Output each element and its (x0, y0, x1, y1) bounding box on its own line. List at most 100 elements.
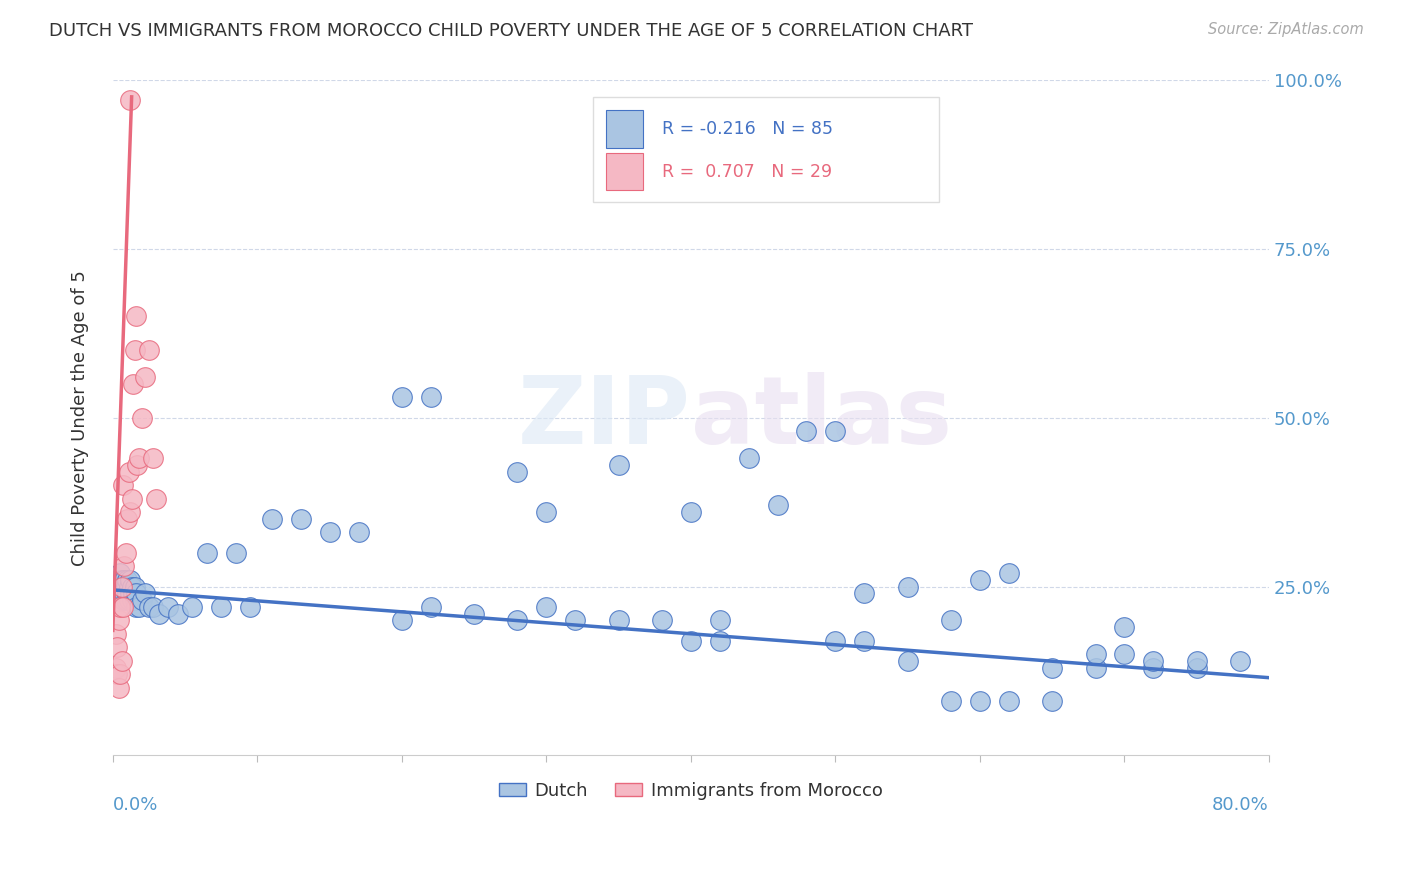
FancyBboxPatch shape (606, 153, 644, 190)
Point (1114, 647, 1136, 661)
Point (290, 512, 312, 526)
Text: R =  0.707   N = 29: R = 0.707 N = 29 (662, 163, 832, 181)
Point (117, 512, 139, 526)
Point (1040, 694, 1063, 708)
Legend: Dutch, Immigrants from Morocco: Dutch, Immigrants from Morocco (491, 774, 890, 807)
Point (209, 599, 232, 614)
Point (419, 391, 441, 405)
Point (897, 654, 920, 668)
Point (128, 599, 150, 614)
Text: 80.0%: 80.0% (1212, 796, 1270, 814)
Point (125, 310, 148, 324)
Point (939, 613, 962, 627)
Point (709, 633, 731, 648)
Point (121, 580, 143, 594)
Point (607, 458, 630, 472)
Point (134, 586, 156, 600)
Point (142, 599, 165, 614)
Point (124, 580, 146, 594)
Point (796, 424, 818, 438)
Point (111, 599, 134, 614)
Point (998, 694, 1021, 708)
Point (112, 573, 135, 587)
Point (108, 599, 131, 614)
Point (115, 580, 138, 594)
Point (105, 640, 128, 655)
Point (536, 599, 558, 614)
Point (105, 573, 128, 587)
Point (1084, 647, 1107, 661)
Point (156, 599, 179, 614)
Point (260, 512, 283, 526)
Point (1040, 660, 1063, 674)
Point (107, 586, 129, 600)
Point (969, 573, 991, 587)
Point (145, 491, 167, 506)
Point (104, 660, 127, 674)
Point (110, 586, 132, 600)
Point (824, 424, 846, 438)
Point (117, 586, 139, 600)
Text: R = -0.216   N = 85: R = -0.216 N = 85 (662, 120, 832, 138)
Point (1185, 654, 1208, 668)
Point (111, 593, 134, 607)
Point (117, 573, 139, 587)
Point (112, 559, 135, 574)
Point (105, 667, 128, 681)
Point (167, 607, 190, 621)
Point (125, 586, 148, 600)
Point (120, 586, 142, 600)
Point (939, 694, 962, 708)
Point (138, 343, 160, 358)
Point (121, 593, 143, 607)
Point (347, 525, 370, 540)
Point (1142, 660, 1164, 674)
Point (131, 593, 153, 607)
FancyBboxPatch shape (592, 97, 939, 202)
Text: DUTCH VS IMMIGRANTS FROM MOROCCO CHILD POVERTY UNDER THE AGE OF 5 CORRELATION CH: DUTCH VS IMMIGRANTS FROM MOROCCO CHILD P… (49, 22, 973, 40)
Point (115, 546, 138, 560)
Point (506, 613, 529, 627)
Point (107, 613, 129, 627)
Point (506, 465, 529, 479)
Point (112, 586, 135, 600)
Point (564, 613, 586, 627)
Point (766, 499, 789, 513)
Point (142, 451, 165, 466)
Point (118, 465, 141, 479)
Point (120, 93, 142, 107)
Text: Source: ZipAtlas.com: Source: ZipAtlas.com (1208, 22, 1364, 37)
Point (1114, 620, 1136, 634)
Point (115, 593, 138, 607)
Point (318, 525, 340, 540)
Point (122, 376, 145, 391)
Point (110, 573, 132, 587)
Point (1084, 660, 1107, 674)
Point (118, 593, 141, 607)
Point (124, 343, 146, 358)
Point (419, 599, 441, 614)
Point (1229, 654, 1251, 668)
Point (679, 633, 702, 648)
Point (897, 580, 920, 594)
Point (138, 599, 160, 614)
FancyBboxPatch shape (606, 111, 644, 147)
Point (181, 599, 204, 614)
Point (121, 491, 143, 506)
Point (108, 566, 131, 580)
Point (651, 613, 673, 627)
Point (134, 370, 156, 384)
Point (391, 613, 413, 627)
Point (118, 580, 141, 594)
Point (391, 391, 413, 405)
Point (239, 599, 262, 614)
Point (104, 627, 127, 641)
Point (108, 667, 131, 681)
Point (124, 593, 146, 607)
Point (128, 451, 150, 466)
Point (607, 613, 630, 627)
Point (969, 694, 991, 708)
Point (127, 458, 149, 472)
Point (131, 410, 153, 425)
Point (148, 607, 170, 621)
